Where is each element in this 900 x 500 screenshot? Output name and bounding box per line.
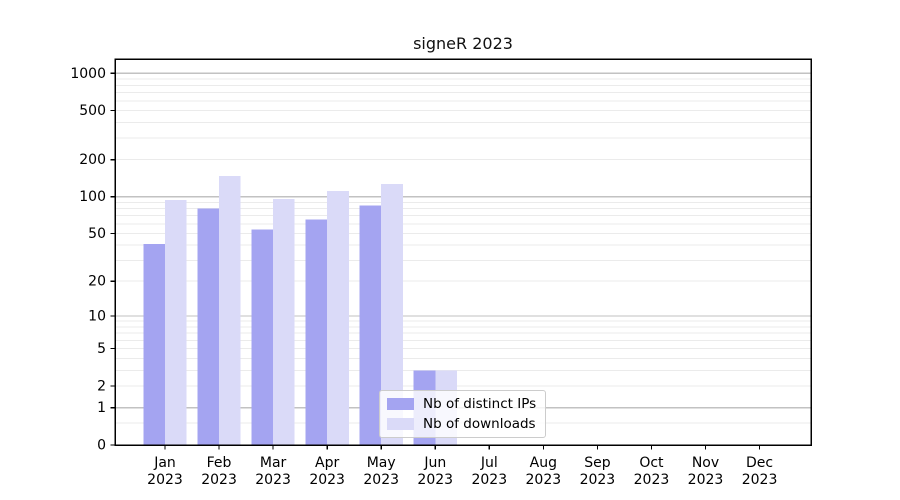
y-tick-label: 10 — [88, 308, 106, 324]
y-tick-label: 200 — [79, 152, 106, 168]
y-tick-label: 500 — [79, 103, 106, 119]
x-tick-label-month: Mar — [260, 455, 287, 471]
legend-item-downloads: Nb of downloads — [387, 416, 536, 432]
legend-label-distinct-ips: Nb of distinct IPs — [423, 396, 537, 412]
legend-label-downloads: Nb of downloads — [423, 416, 536, 433]
x-tick-label-year: 2023 — [688, 472, 724, 488]
axis-tick-labels: 01251020501002005001000Jan2023Feb2023Mar… — [70, 66, 777, 488]
y-tick-label: 1 — [97, 400, 106, 416]
legend-item-distinct-ips: Nb of distinct IPs — [387, 396, 536, 412]
x-tick-label-month: Jul — [480, 455, 498, 471]
bar-distinct-ips — [359, 205, 382, 445]
bar-distinct-ips — [143, 243, 165, 445]
x-tick-label-year: 2023 — [634, 472, 670, 488]
y-tick-label: 50 — [88, 226, 106, 242]
y-tick-label: 5 — [97, 341, 106, 357]
legend-swatch-distinct-ips — [387, 398, 414, 411]
bar-downloads — [381, 183, 403, 446]
bar-distinct-ips — [197, 208, 220, 445]
x-tick-label-year: 2023 — [580, 472, 616, 488]
x-tick-label-month: Nov — [692, 455, 719, 471]
x-tick-label-year: 2023 — [147, 472, 183, 488]
plot-border — [114, 58, 812, 446]
y-tick-label: 20 — [88, 274, 106, 290]
bar-downloads — [327, 191, 349, 445]
x-tick-label-year: 2023 — [471, 472, 507, 488]
x-tick-label-month: May — [367, 455, 396, 471]
x-tick-label-month: Feb — [207, 455, 232, 471]
x-tick-label-year: 2023 — [255, 472, 291, 488]
axis-ticks — [110, 72, 761, 450]
x-tick-label-year: 2023 — [309, 472, 345, 488]
x-tick-label-month: Jun — [423, 455, 446, 471]
y-tick-label: 100 — [79, 189, 106, 205]
bar-downloads — [165, 200, 187, 445]
x-tick-label-year: 2023 — [417, 472, 453, 488]
legend-swatch-downloads — [387, 418, 414, 431]
chart-title: signeR 2023 — [413, 34, 513, 53]
x-tick-label-month: Jan — [153, 455, 176, 471]
x-tick-label-year: 2023 — [526, 472, 562, 488]
x-tick-label-year: 2023 — [363, 472, 399, 488]
x-tick-label-month: Apr — [315, 455, 339, 471]
x-tick-label-month: Oct — [639, 455, 664, 471]
legend: Nb of distinct IPs Nb of downloads — [379, 390, 547, 439]
bar-downloads — [273, 198, 295, 445]
y-tick-label: 1000 — [70, 66, 106, 82]
x-tick-label-month: Aug — [530, 455, 557, 471]
x-tick-label-month: Sep — [584, 455, 611, 471]
y-tick-label: 2 — [97, 378, 106, 394]
x-tick-label-month: Dec — [746, 455, 773, 471]
bar-distinct-ips — [251, 229, 274, 445]
x-tick-label-year: 2023 — [201, 472, 237, 488]
bar-downloads — [219, 176, 241, 446]
bar-distinct-ips — [305, 219, 328, 445]
y-tick-label: 0 — [97, 438, 106, 454]
plot-border — [114, 58, 812, 446]
x-tick-label-year: 2023 — [742, 472, 778, 488]
